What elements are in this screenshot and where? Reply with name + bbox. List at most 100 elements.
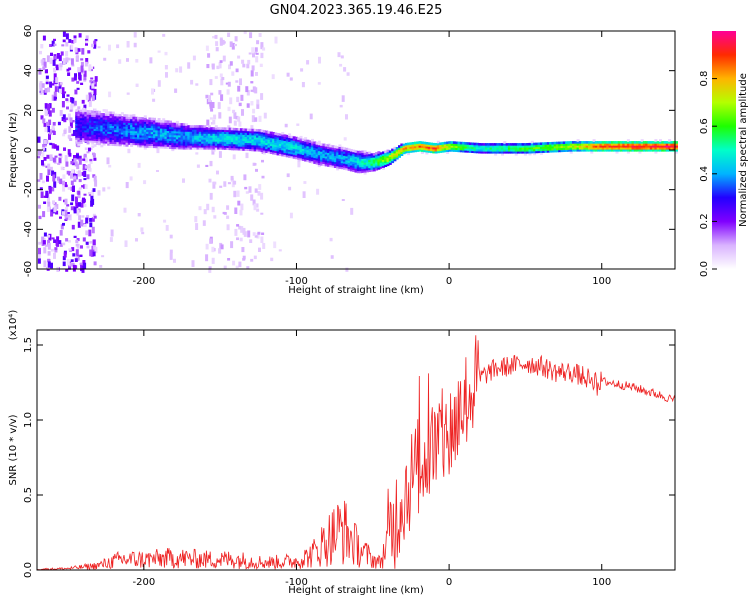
heatmap-cell bbox=[75, 133, 79, 136]
heatmap-cell bbox=[116, 135, 120, 139]
heatmap-cell bbox=[43, 201, 47, 204]
heatmap-cell bbox=[290, 135, 294, 139]
heatmap-cell bbox=[356, 158, 360, 162]
heatmap-cell bbox=[260, 143, 264, 147]
heatmap-cell bbox=[670, 145, 674, 148]
heatmap-cell bbox=[256, 99, 260, 105]
heatmap-cell bbox=[459, 145, 463, 149]
heatmap-cell bbox=[134, 142, 138, 146]
heatmap-cell bbox=[76, 171, 80, 174]
heatmap-cell bbox=[169, 234, 173, 239]
heatmap-cell bbox=[322, 159, 326, 163]
heatmap-cell bbox=[127, 148, 131, 154]
heatmap-cell bbox=[175, 138, 179, 142]
heatmap-x-axis: -200 -100 0 100 bbox=[132, 31, 611, 287]
heatmap-cell bbox=[210, 135, 214, 138]
heatmap-cell bbox=[65, 117, 69, 121]
heatmap-cell bbox=[178, 144, 182, 148]
heatmap-cell bbox=[210, 127, 214, 130]
heatmap-cell bbox=[103, 57, 107, 61]
heatmap-cell bbox=[143, 135, 147, 138]
heatmap-cell bbox=[226, 145, 230, 148]
heatmap-cell bbox=[592, 147, 596, 150]
heatmap-cell bbox=[235, 137, 239, 141]
heatmap-cell bbox=[82, 117, 85, 121]
heatmap-cell bbox=[210, 145, 214, 148]
heatmap-cell bbox=[78, 170, 81, 177]
heatmap-cell bbox=[86, 129, 90, 133]
heatmap-cell bbox=[288, 135, 292, 138]
heatmap-cell bbox=[420, 141, 424, 144]
heatmap-cell bbox=[535, 148, 539, 152]
heatmap-cell bbox=[423, 145, 427, 149]
heatmap-cell bbox=[47, 251, 51, 256]
heatmap-cell bbox=[182, 143, 186, 146]
heatmap-cell bbox=[523, 147, 527, 150]
heatmap-cell bbox=[102, 187, 106, 192]
heatmap-cell bbox=[514, 151, 518, 154]
heatmap-cell bbox=[107, 121, 111, 124]
heatmap-cell bbox=[288, 153, 292, 156]
heatmap-cell bbox=[622, 143, 626, 146]
heatmap-y-tick-label: 0 bbox=[23, 147, 34, 153]
heatmap-cell bbox=[299, 143, 303, 147]
heatmap-cell bbox=[251, 47, 255, 54]
heatmap-cell bbox=[69, 109, 73, 112]
heatmap-cell bbox=[196, 127, 200, 130]
heatmap-cell bbox=[423, 149, 427, 153]
heatmap-cell bbox=[294, 148, 298, 152]
heatmap-cell bbox=[379, 164, 383, 167]
heatmap-cell bbox=[219, 141, 223, 144]
heatmap-cell bbox=[143, 143, 147, 146]
heatmap-cell bbox=[661, 143, 665, 146]
heatmap-cell bbox=[109, 121, 113, 124]
heatmap-cell bbox=[274, 144, 278, 147]
heatmap-cell bbox=[361, 156, 365, 159]
heatmap-cell bbox=[201, 127, 205, 130]
heatmap-cell bbox=[77, 117, 81, 120]
heatmap-cell bbox=[79, 109, 83, 113]
heatmap-cell bbox=[633, 147, 637, 150]
heatmap-cell bbox=[315, 159, 319, 163]
heatmap-cell bbox=[219, 135, 223, 138]
heatmap-cell bbox=[88, 64, 92, 72]
heatmap-cell bbox=[216, 65, 220, 70]
heatmap-cell bbox=[134, 132, 138, 136]
heatmap-cell bbox=[98, 116, 102, 120]
heatmap-cell bbox=[521, 143, 525, 146]
heatmap-cell bbox=[240, 134, 243, 137]
heatmap-cell bbox=[125, 136, 129, 139]
heatmap-cell bbox=[126, 41, 130, 48]
heatmap-cell bbox=[359, 164, 363, 168]
heatmap-cell bbox=[285, 134, 289, 138]
heatmap-cell bbox=[62, 222, 65, 226]
heatmap-cell bbox=[285, 154, 289, 158]
heatmap-cell bbox=[79, 119, 83, 123]
heatmap-cell bbox=[53, 38, 56, 41]
heatmap-cell bbox=[663, 149, 667, 152]
heatmap-cell bbox=[252, 199, 256, 206]
heatmap-cell bbox=[148, 131, 152, 134]
heatmap-cell bbox=[514, 153, 518, 156]
heatmap-cell bbox=[288, 147, 292, 150]
heatmap-cell bbox=[528, 150, 532, 154]
heatmap-cell bbox=[327, 158, 330, 161]
heatmap-cell bbox=[292, 154, 296, 157]
heatmap-cell bbox=[233, 137, 237, 141]
heatmap-cell bbox=[521, 145, 525, 148]
heatmap-cell bbox=[414, 143, 417, 147]
heatmap-cell bbox=[102, 115, 106, 118]
heatmap-cell bbox=[182, 147, 186, 150]
heatmap-cell bbox=[253, 203, 257, 211]
heatmap-cell bbox=[201, 125, 205, 128]
heatmap-cell bbox=[281, 137, 285, 141]
heatmap-cell bbox=[452, 145, 456, 148]
heatmap-cell bbox=[551, 141, 555, 145]
heatmap-cell bbox=[146, 121, 150, 124]
heatmap-cell bbox=[118, 133, 122, 137]
heatmap-cell bbox=[400, 147, 404, 150]
heatmap-cell bbox=[100, 128, 104, 132]
heatmap-cell bbox=[331, 149, 335, 152]
heatmap-cell bbox=[162, 120, 166, 123]
heatmap-cell bbox=[50, 262, 53, 269]
